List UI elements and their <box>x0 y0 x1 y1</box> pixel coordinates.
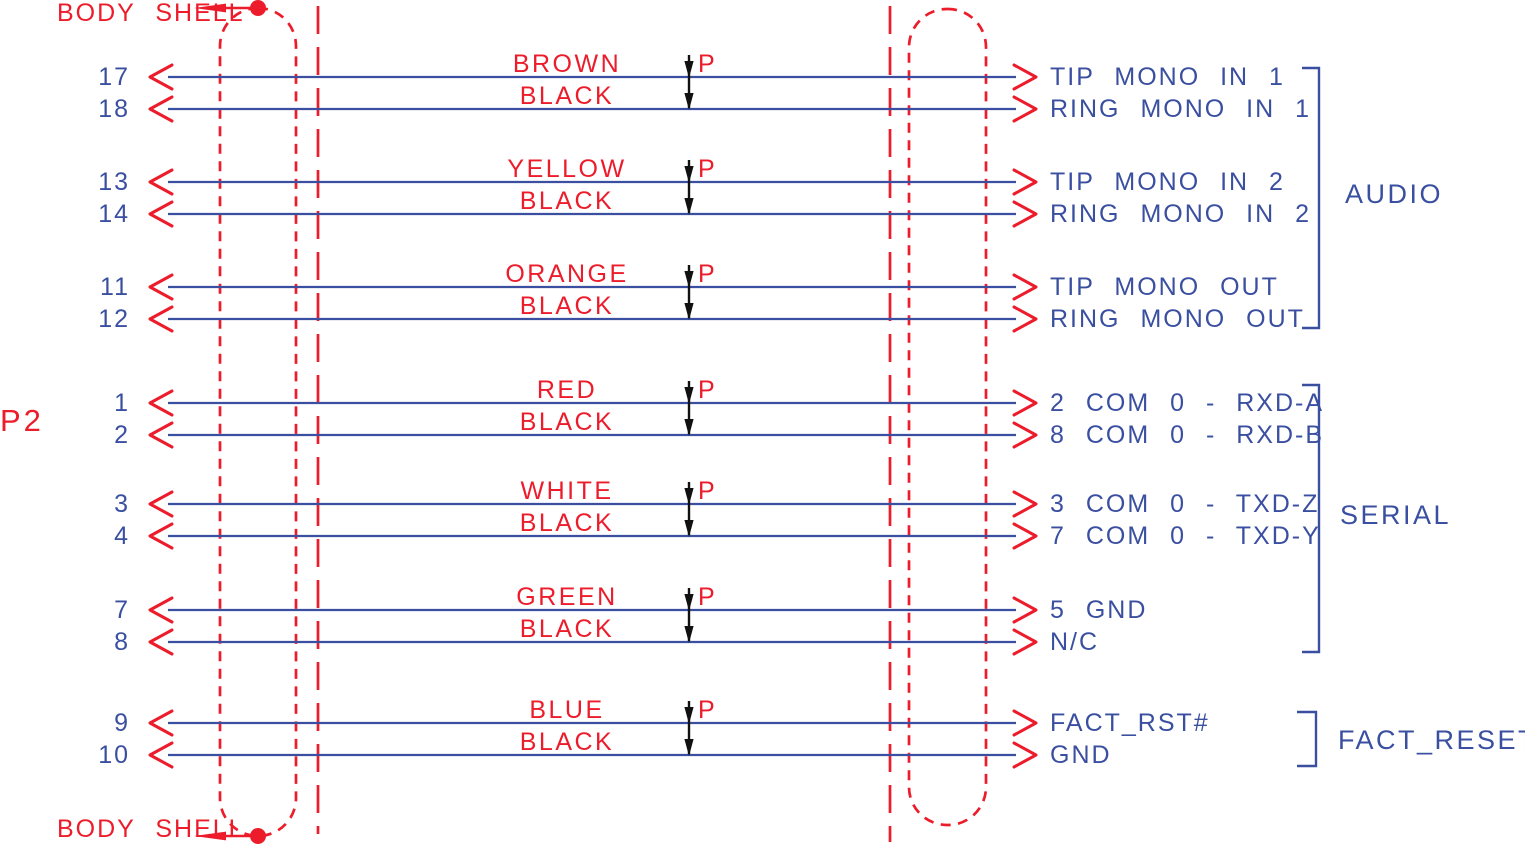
group-label-audio: AUDIO <box>1345 179 1444 209</box>
twist-p-label: P <box>698 376 717 404</box>
wire-pin17 <box>148 63 1038 91</box>
pin-number: 13 <box>98 168 130 196</box>
wire-pin9 <box>148 709 1038 737</box>
twist-p-label: P <box>698 583 717 611</box>
twist-p-label: P <box>698 50 717 78</box>
pin-number: 3 <box>114 490 130 518</box>
connector-label-p2: P2 <box>0 403 44 438</box>
signal-label: 2 COM 0 - RXD-A <box>1050 389 1325 417</box>
wire-pin4 <box>148 522 1038 550</box>
wire-pin2 <box>148 421 1038 449</box>
pin-number: 8 <box>114 628 130 656</box>
signal-label: 7 COM 0 - TXD-Y <box>1050 522 1321 550</box>
shield-node-top <box>250 0 266 16</box>
wire-pin14 <box>148 200 1038 228</box>
signal-label: TIP MONO IN 1 <box>1050 63 1285 91</box>
signal-label: FACT_RST# <box>1050 709 1210 737</box>
wire-color-label: BLACK <box>519 82 615 110</box>
body-shell-leader-bottom <box>194 831 252 841</box>
twisted-pair-icon <box>684 482 694 537</box>
signal-label: 5 GND <box>1050 596 1148 624</box>
pin-number: 4 <box>114 522 130 550</box>
shield-oval-left <box>218 6 298 838</box>
shield-node-bottom <box>250 828 266 844</box>
twisted-pair-icon <box>684 160 694 215</box>
signal-label: 8 COM 0 - RXD-B <box>1050 421 1325 449</box>
wire-pin18 <box>148 95 1038 123</box>
wire-color-label: BLACK <box>519 509 615 537</box>
wire-color-label: ORANGE <box>505 260 629 288</box>
pin-number: 7 <box>114 596 130 624</box>
twist-p-label: P <box>698 696 717 724</box>
pin-number: 10 <box>98 741 130 769</box>
group-bracket-audio <box>1302 66 1321 330</box>
wire-color-label: BLACK <box>519 615 615 643</box>
pin-number: 11 <box>100 273 130 301</box>
group-label-fact-reset: FACT_RESET <box>1338 725 1525 755</box>
signal-label: RING MONO IN 1 <box>1050 95 1312 123</box>
twist-p-label: P <box>698 260 717 288</box>
wire-pin8 <box>148 628 1038 656</box>
signal-label: N/C <box>1050 628 1100 656</box>
wire-color-label: WHITE <box>520 477 614 505</box>
body-shell-label-bottom: BODY SHELL <box>57 815 245 843</box>
pin-number: 18 <box>98 95 130 123</box>
signal-label: GND <box>1050 741 1112 769</box>
wire-color-label: YELLOW <box>507 155 627 183</box>
pin-number: 14 <box>98 200 130 228</box>
twisted-pair-icon <box>684 701 694 756</box>
signal-label: 3 COM 0 - TXD-Z <box>1050 490 1320 518</box>
twisted-pair-icon <box>684 55 694 110</box>
twist-p-label: P <box>698 477 717 505</box>
wire-pin10 <box>148 741 1038 769</box>
shield-oval-right <box>907 7 988 827</box>
pin-number: 17 <box>98 63 130 91</box>
wire-pin1 <box>148 389 1038 417</box>
pin-number: 12 <box>98 305 130 333</box>
pin-number: 1 <box>114 389 130 417</box>
wire-color-label: BLACK <box>519 408 615 436</box>
signal-label: TIP MONO IN 2 <box>1050 168 1285 196</box>
group-bracket-fact-reset <box>1297 710 1318 768</box>
wire-pin11 <box>148 273 1038 301</box>
wire-pin12 <box>148 305 1038 333</box>
wire-color-label: RED <box>536 376 598 404</box>
pin-number: 9 <box>114 709 130 737</box>
group-label-serial: SERIAL <box>1340 500 1452 530</box>
wire-pin7 <box>148 596 1038 624</box>
wire-color-label: BLACK <box>519 187 615 215</box>
signal-label: RING MONO IN 2 <box>1050 200 1312 228</box>
wire-color-label: GREEN <box>516 583 618 611</box>
wire-pin3 <box>148 490 1038 518</box>
pin-number: 2 <box>114 421 130 449</box>
twisted-pair-icon <box>684 265 694 320</box>
body-shell-leader-top <box>194 3 252 13</box>
twisted-pair-icon <box>684 588 694 643</box>
wire-pin13 <box>148 168 1038 196</box>
signal-label: TIP MONO OUT <box>1050 273 1279 301</box>
wire-color-label: BLUE <box>529 696 605 724</box>
signal-label: RING MONO OUT <box>1050 305 1305 333</box>
wire-color-label: BLACK <box>519 728 615 756</box>
wire-color-label: BLACK <box>519 292 615 320</box>
twisted-pair-icon <box>684 381 694 436</box>
body-shell-label-top: BODY SHELL <box>57 0 245 27</box>
twist-p-label: P <box>698 155 717 183</box>
group-bracket-serial <box>1302 383 1321 654</box>
wire-color-label: BROWN <box>512 50 622 78</box>
